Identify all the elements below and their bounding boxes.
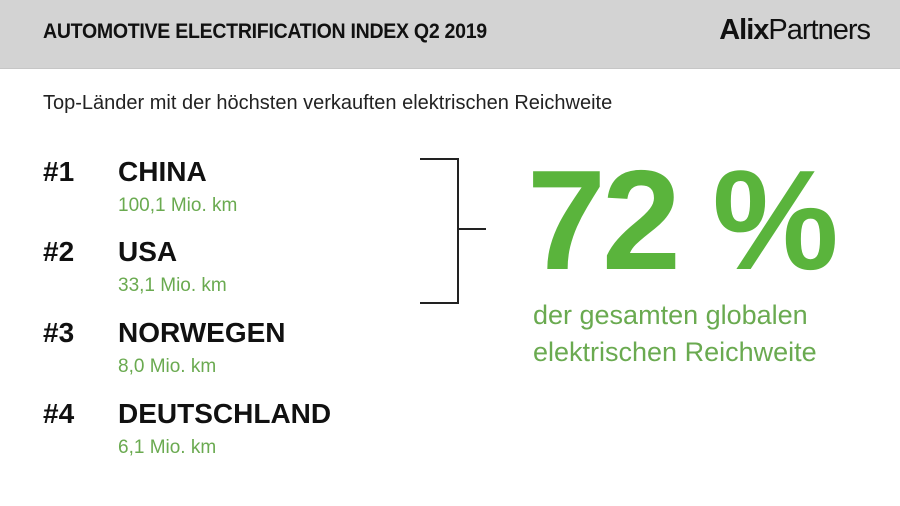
rank: #1: [43, 156, 75, 187]
rank: #2: [43, 236, 75, 267]
country-name: NORWEGEN: [118, 317, 286, 348]
share-line-2: elektrischen Reichweite: [533, 337, 817, 367]
country-name: USA: [118, 236, 178, 267]
rank: #3: [43, 317, 75, 348]
grouping-bracket: [420, 158, 459, 304]
range-value: 6,1 Mio. km: [118, 437, 217, 458]
share-description: der gesamten globalen elektrischen Reich…: [533, 297, 817, 371]
alixpartners-logo: AlixPartners: [719, 14, 871, 46]
subtitle: Top-Länder mit der höchsten verkauften e…: [43, 92, 613, 114]
header-bar: AUTOMOTIVE ELECTRIFICATION INDEX Q2 2019…: [0, 0, 900, 69]
share-percentage: 72 %: [527, 141, 839, 300]
share-line-1: der gesamten globalen: [533, 300, 808, 330]
bracket-tick: [457, 228, 486, 230]
range-value: 100,1 Mio. km: [118, 195, 238, 216]
range-value: 33,1 Mio. km: [118, 275, 227, 296]
country-name: DEUTSCHLAND: [118, 398, 332, 429]
country-name: CHINA: [118, 156, 207, 187]
page-title: AUTOMOTIVE ELECTRIFICATION INDEX Q2 2019: [43, 20, 487, 43]
range-value: 8,0 Mio. km: [118, 356, 217, 377]
rank: #4: [43, 398, 75, 429]
